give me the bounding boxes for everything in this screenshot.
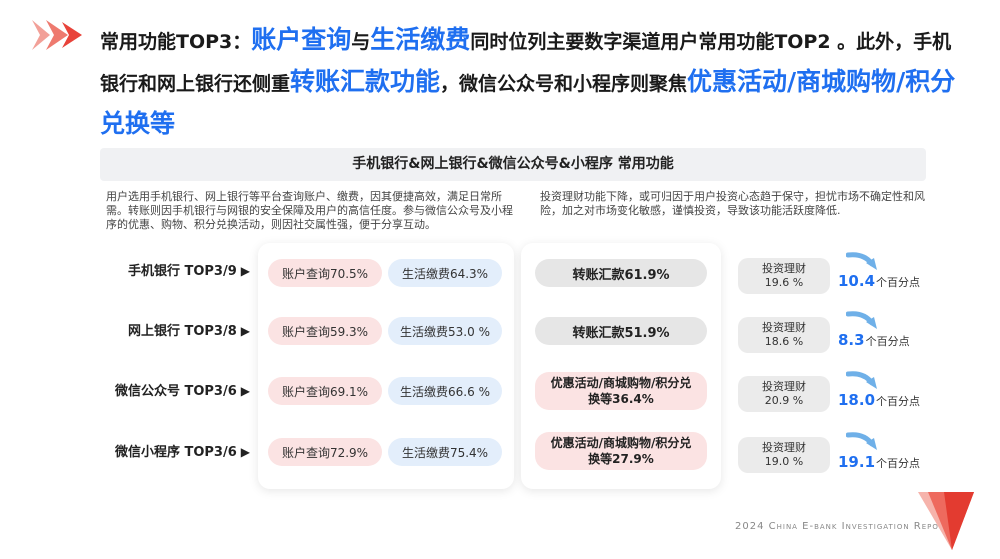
invest-name: 投资理财: [762, 321, 806, 334]
invest-value: 19.6 %: [764, 276, 804, 289]
row-label-online-banking: 网上银行 TOP3/8 ▶: [100, 319, 250, 343]
headline-text: 同时位列主要数字渠道用户常用功能TOP2 。此外，手机银行和网上银行还侧重: [100, 31, 952, 95]
headline-text: 常用功能TOP3：: [100, 31, 252, 53]
pill-third-function: 优惠活动/商城购物/积分兑换等36.4%: [535, 372, 707, 410]
invest-value: 19.0 %: [764, 455, 804, 468]
pill-investment: 投资理财 18.6 %: [738, 317, 830, 353]
drop-unit: 个百分点: [876, 457, 921, 470]
section-title: 手机银行&网上银行&微信公众号&小程序 常用功能: [100, 148, 926, 181]
drop-value: 8.3个百分点: [838, 331, 910, 349]
headline: 常用功能TOP3：账户查询与生活缴费同时位列主要数字渠道用户常用功能TOP2 。…: [100, 20, 970, 146]
drop-unit: 个百分点: [865, 335, 910, 348]
curved-down-arrow-icon: [846, 371, 877, 389]
brand-triangle-logo-icon: [918, 492, 974, 550]
drop-number: 18.0: [838, 391, 876, 409]
drop-unit: 个百分点: [876, 276, 921, 289]
pill-account-query: 账户查询69.1%: [268, 377, 382, 405]
pill-third-function: 转账汇款61.9%: [535, 259, 707, 287]
drop-number: 8.3: [838, 331, 865, 349]
pill-investment: 投资理财 19.6 %: [738, 258, 830, 294]
row-label-text: 网上银行 TOP3/8: [127, 324, 237, 339]
pill-investment: 投资理财 19.0 %: [738, 437, 830, 473]
note-left: 用户选用手机银行、网上银行等平台查询账户、缴费，因其便捷高效，满足日常所需。转账…: [106, 190, 513, 231]
drop-value: 18.0个百分点: [838, 391, 920, 409]
pill-living-payment: 生活缴费66.6 %: [388, 377, 502, 405]
pill-third-function: 优惠活动/商城购物/积分兑换等27.9%: [535, 432, 707, 470]
pill-investment: 投资理财 20.9 %: [738, 376, 830, 412]
drop-number: 19.1: [838, 453, 876, 471]
pill-third-function: 转账汇款51.9%: [535, 317, 707, 345]
row-label-mobile-banking: 手机银行 TOP3/9 ▶: [100, 259, 250, 283]
headline-highlight-promotion: 优惠活动/商城购物/积分兑换等: [100, 67, 956, 138]
pill-account-query: 账户查询59.3%: [268, 317, 382, 345]
brand-arrows-icon: [32, 20, 82, 50]
row-label-text: 微信小程序 TOP3/6: [114, 445, 237, 460]
curved-down-arrow-icon: [846, 252, 877, 270]
row-label-text: 微信公众号 TOP3/6: [114, 384, 237, 399]
drop-unit: 个百分点: [876, 395, 921, 408]
report-tag: 2024 China E-bank Investigation Report: [735, 521, 950, 532]
triangle-right-icon: ▶: [240, 264, 250, 278]
curved-down-arrow-icon: [846, 311, 877, 329]
pill-account-query: 账户查询72.9%: [268, 438, 382, 466]
drop-value: 10.4个百分点: [838, 272, 920, 290]
row-label-text: 手机银行 TOP3/9: [127, 264, 237, 279]
headline-text: ，微信公众号和小程序则聚焦: [440, 73, 688, 95]
curved-down-arrow-icon: [846, 432, 877, 450]
invest-name: 投资理财: [762, 262, 806, 275]
pill-living-payment: 生活缴费64.3%: [388, 259, 502, 287]
triangle-right-icon: ▶: [240, 324, 250, 338]
invest-name: 投资理财: [762, 441, 806, 454]
headline-highlight-payment: 生活缴费: [370, 25, 471, 54]
triangle-right-icon: ▶: [240, 384, 250, 398]
invest-name: 投资理财: [762, 380, 806, 393]
headline-text: 与: [351, 31, 371, 53]
headline-highlight-account: 账户查询: [251, 25, 352, 54]
pill-living-payment: 生活缴费75.4%: [388, 438, 502, 466]
pill-account-query: 账户查询70.5%: [268, 259, 382, 287]
invest-value: 20.9 %: [764, 394, 804, 407]
pill-living-payment: 生活缴费53.0 %: [388, 317, 502, 345]
triangle-right-icon: ▶: [240, 445, 250, 459]
note-right: 投资理财功能下降，或可归因于用户投资心态趋于保守，担忧市场不确定性和风险，加之对…: [540, 190, 925, 217]
drop-value: 19.1个百分点: [838, 453, 920, 471]
headline-highlight-transfer: 转账汇款功能: [290, 67, 441, 96]
row-label-wechat-official: 微信公众号 TOP3/6 ▶: [100, 379, 250, 403]
invest-value: 18.6 %: [764, 335, 804, 348]
drop-number: 10.4: [838, 272, 876, 290]
row-label-wechat-miniprogram: 微信小程序 TOP3/6 ▶: [100, 440, 250, 464]
